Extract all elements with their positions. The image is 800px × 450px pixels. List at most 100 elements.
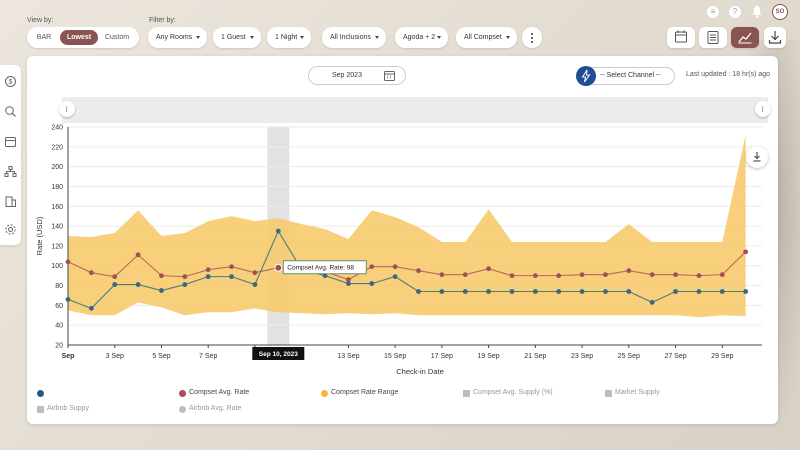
own-rate-point <box>439 289 445 294</box>
bell-icon[interactable] <box>751 5 763 18</box>
chevron-down-icon <box>375 36 379 39</box>
calendar-view-button[interactable] <box>667 27 695 48</box>
date-range-slider[interactable] <box>62 97 768 123</box>
y-tick-label: 160 <box>51 204 63 211</box>
x-tick-label: 5 Sep <box>152 353 170 360</box>
compset-avg-rate-point <box>719 272 725 278</box>
compset-avg-rate-point <box>135 252 141 258</box>
building-icon[interactable] <box>4 195 17 208</box>
legend-item-compset-avg-rate[interactable]: Compset Avg. Rate <box>179 389 249 397</box>
own-rate-point <box>252 282 258 287</box>
calendar-icon <box>384 71 395 81</box>
kebab-dot <box>531 41 533 43</box>
chevron-down-icon <box>250 36 254 39</box>
compset-filter-dropdown[interactable]: All Compset <box>456 27 517 48</box>
compset-avg-rate-point <box>462 272 468 278</box>
nights-filter-dropdown[interactable]: 1 Night <box>267 27 311 48</box>
month-picker-value: Sep 2023 <box>332 72 362 79</box>
own-rate-point <box>369 281 375 286</box>
compset-avg-rate-point <box>579 272 585 278</box>
own-rate-point <box>392 274 398 280</box>
view-option-custom[interactable]: Custom <box>104 34 130 41</box>
own-rate-point <box>65 297 71 302</box>
chevron-down-icon <box>196 36 200 39</box>
more-options-button[interactable] <box>522 27 542 48</box>
own-rate-point <box>743 289 749 294</box>
rooms-filter-dropdown[interactable]: Any Rooms <box>148 27 207 48</box>
legend-item-market-supply[interactable]: Market Supply <box>605 389 660 397</box>
compset-avg-rate-line <box>67 251 747 281</box>
legend-item-airbnb-supply[interactable]: Airbnb Suppy <box>37 405 89 413</box>
chart-download-button[interactable] <box>746 146 768 168</box>
view-by-toggle: BAR Lowest Custom <box>27 27 139 48</box>
own-rate-point <box>556 289 562 294</box>
channel-lightning-button[interactable] <box>576 66 596 86</box>
calendar-icon[interactable] <box>4 135 17 148</box>
line-chart-icon <box>738 32 752 44</box>
inclusions-filter-dropdown[interactable]: All Inclusions <box>322 27 386 48</box>
guests-filter-dropdown[interactable]: 1 Guest <box>213 27 261 48</box>
compset-avg-rate-point <box>439 272 445 278</box>
compset-avg-rate-point <box>229 264 234 270</box>
compset-avg-rate-point <box>112 274 118 280</box>
view-option-bar[interactable]: BAR <box>36 34 52 41</box>
view-option-lowest[interactable]: Lowest <box>60 30 98 45</box>
list-icon <box>707 31 719 44</box>
search-icon[interactable] <box>4 105 17 118</box>
legend-marker <box>37 406 44 413</box>
y-tick-label: 240 <box>51 125 63 132</box>
last-updated-text: Last updated : 18 hr(s) ago <box>686 71 771 78</box>
own-rate-point <box>649 299 655 305</box>
legend-label: Compset Avg. Supply (%) <box>473 389 553 396</box>
y-tick-label: 200 <box>51 164 63 171</box>
compset-avg-rate-point <box>88 270 94 276</box>
range-handle-right[interactable] <box>755 101 771 117</box>
guests-filter-value: 1 Guest <box>221 34 246 41</box>
list-view-button[interactable] <box>699 27 727 48</box>
trend-view-button[interactable] <box>731 27 759 48</box>
y-tick-label: 20 <box>55 343 63 350</box>
compset-avg-rate-point <box>743 249 749 255</box>
channels-filter-dropdown[interactable]: Agoda + 2 <box>395 27 448 48</box>
avatar[interactable]: SO <box>772 4 788 20</box>
own-rate-point <box>532 289 538 294</box>
grip-icon <box>66 106 67 112</box>
own-rate-point <box>112 282 118 287</box>
compset-avg-rate-point <box>509 273 515 279</box>
svg-text:$: $ <box>9 79 13 86</box>
x-tick-label: 3 Sep <box>106 353 124 360</box>
compset-rate-range-area <box>68 134 746 318</box>
dollar-icon[interactable]: $ <box>4 75 17 88</box>
compset-filter-value: All Compset <box>464 34 502 41</box>
download-button[interactable] <box>764 27 786 48</box>
compset-avg-rate-point <box>649 272 655 278</box>
tooltip-box <box>282 260 367 275</box>
own-rate-point <box>719 289 725 294</box>
rooms-filter-value: Any Rooms <box>156 34 193 41</box>
compset-avg-rate-point <box>486 266 492 272</box>
month-picker[interactable]: Sep 2023 <box>308 66 406 85</box>
own-rate-point <box>88 305 94 311</box>
own-rate-point <box>626 289 632 294</box>
lightning-icon <box>581 69 591 83</box>
compset-avg-rate-point <box>696 273 702 279</box>
help-icon[interactable]: ? <box>729 6 741 18</box>
legend-item-airbnb-avg-rate[interactable]: Airbnb Avg. Rate <box>179 405 241 413</box>
range-handle-left[interactable] <box>59 101 75 117</box>
channel-select[interactable]: -- Select Channel -- <box>590 67 675 85</box>
filter-by-label: Filter by: <box>149 17 176 24</box>
compset-avg-rate-point <box>252 270 258 276</box>
own-rate-point <box>673 289 678 294</box>
own-rate-point <box>229 274 234 280</box>
chat-icon[interactable]: ≡ <box>707 6 719 18</box>
hierarchy-icon[interactable] <box>4 165 17 178</box>
x-tick-label: 25 Sep <box>618 353 640 360</box>
legend-item-compset-rate-range[interactable]: Compset Rate Range <box>321 389 398 397</box>
compset-avg-rate-point <box>392 264 398 270</box>
legend-item-compset-avg-supply[interactable]: Compset Avg. Supply (%) <box>463 389 553 397</box>
view-by-label: View by: <box>27 17 54 24</box>
gear-icon[interactable] <box>4 223 17 236</box>
kebab-dot <box>531 37 533 39</box>
x-tick-label: 27 Sep <box>664 353 686 360</box>
